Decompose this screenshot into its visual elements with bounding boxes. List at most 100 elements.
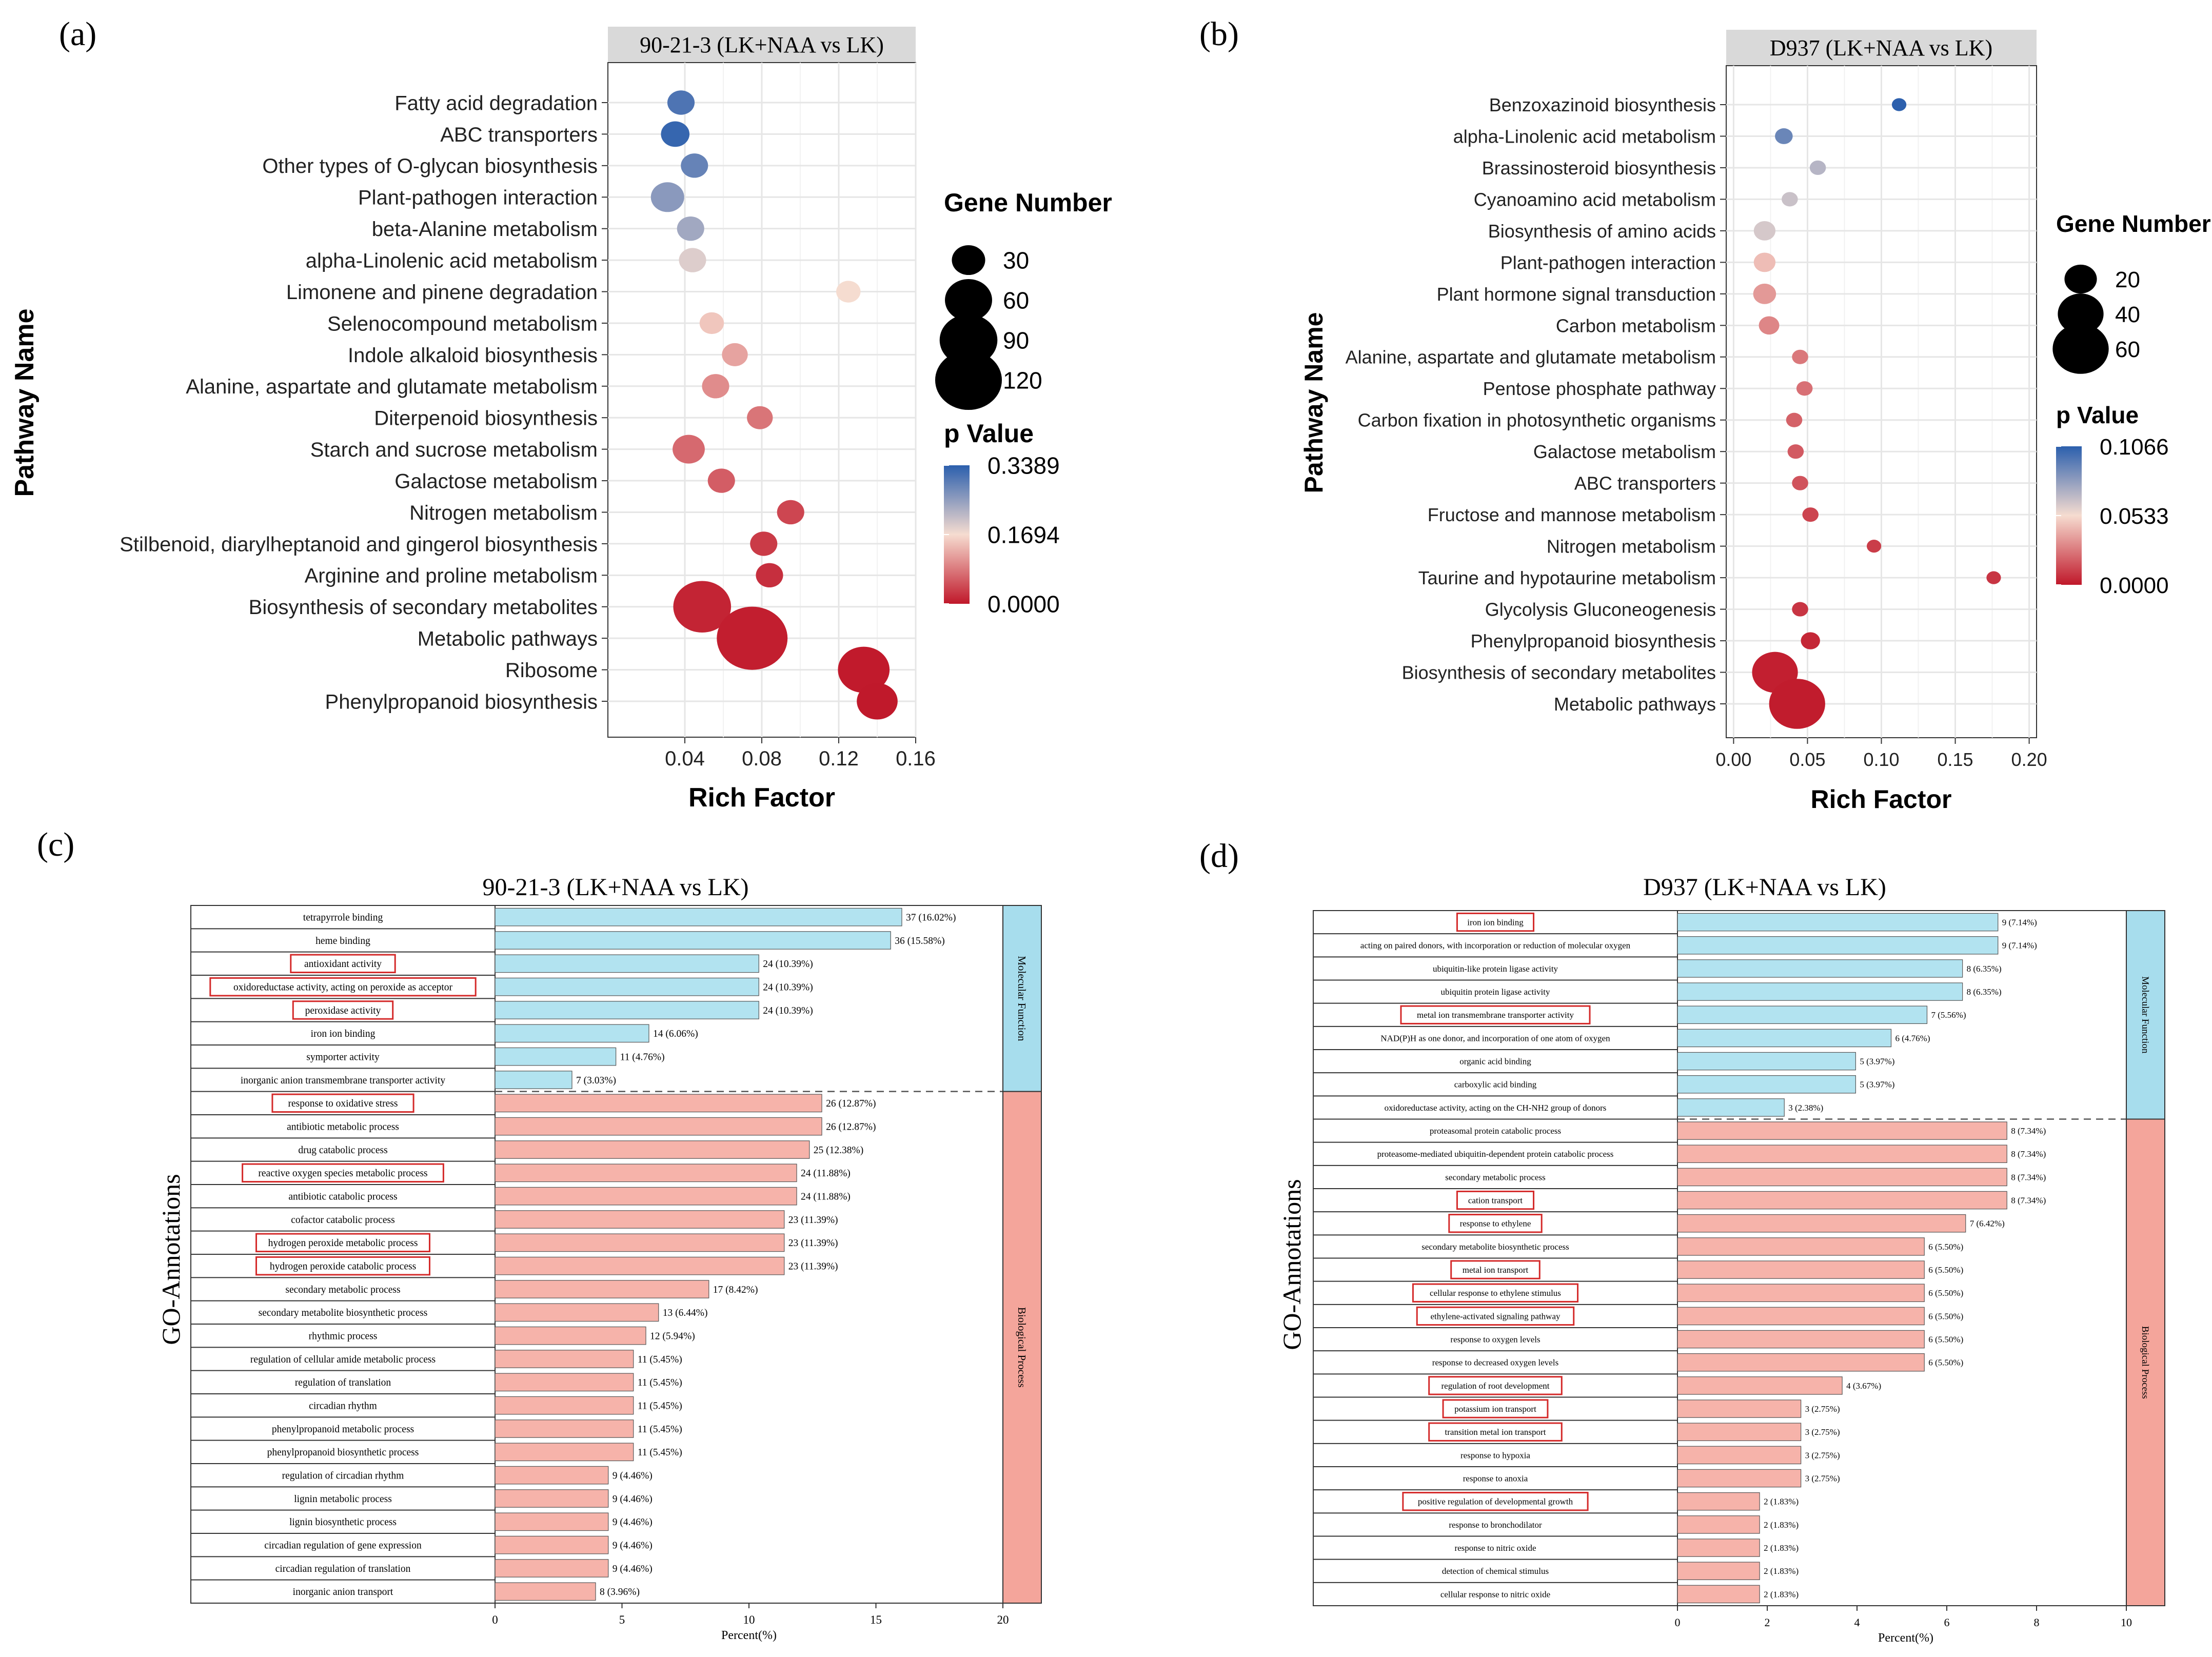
size-legend-label: 20 (2115, 267, 2140, 292)
go-term-highlight (1400, 1005, 1591, 1024)
go-term-label: phenylpropanoid metabolic process (272, 1424, 414, 1435)
go-term-highlight (1428, 1376, 1563, 1395)
go-term-label: phenylpropanoid biosynthetic process (267, 1447, 419, 1458)
pathway-label: Biosynthesis of amino acids (1488, 221, 1716, 242)
go-bar (495, 1024, 649, 1043)
go-bar-value-label: 11 (5.45%) (638, 1424, 682, 1435)
go-bar (1677, 1585, 1760, 1604)
go-bar (1677, 913, 1999, 932)
enrichment-point (756, 563, 783, 588)
go-group-label: Molecular Function (2140, 976, 2150, 1054)
pathway-label: Biosynthesis of secondary metabolites (249, 596, 598, 619)
go-x-tick-label: 20 (997, 1613, 1009, 1626)
go-bar-value-label: 23 (11.39%) (788, 1238, 838, 1249)
go-bar (495, 1001, 759, 1019)
go-x-tick-label: 4 (1854, 1616, 1860, 1629)
go-term-label: iron ion binding (1467, 918, 1524, 928)
go-bar (495, 1535, 609, 1554)
pathway-label: Plant-pathogen interaction (358, 187, 598, 209)
go-term-label: potassium ion transport (1454, 1404, 1536, 1414)
go-x-tick-label: 5 (619, 1613, 625, 1626)
x-tick-label: 0.00 (1715, 749, 1751, 770)
go-bar (1677, 1376, 1843, 1395)
size-legend-dot (2064, 264, 2097, 294)
go-bar-value-label: 2 (1.83%) (1764, 1520, 1799, 1530)
panel-a-title: 90-21-3 (LK+NAA vs LK) (640, 32, 884, 57)
go-bar-value-label: 8 (6.35%) (1967, 987, 2002, 997)
size-legend-dot (945, 279, 992, 322)
pathway-label: Alanine, aspartate and glutamate metabol… (186, 376, 598, 398)
go-bar (495, 1233, 785, 1252)
go-term-highlight (271, 1093, 414, 1113)
go-term-label: antibiotic metabolic process (287, 1121, 399, 1132)
go-bar-value-label: 24 (10.39%) (763, 982, 813, 993)
go-term-label: organic acid binding (1459, 1057, 1531, 1067)
go-bar (1677, 1075, 1856, 1094)
go-bar-value-label: 24 (10.39%) (763, 959, 813, 970)
go-term-label: cellular response to nitric oxide (1440, 1589, 1550, 1599)
go-bar-value-label: 3 (2.75%) (1805, 1404, 1840, 1414)
go-group-label: Biological Process (1016, 1307, 1028, 1388)
pathway-label: Taurine and hypotaurine metabolism (1418, 567, 1716, 588)
go-bar (495, 1396, 634, 1415)
go-bar-value-label: 6 (5.50%) (1928, 1358, 1963, 1368)
go-bar-value-label: 6 (5.50%) (1928, 1242, 1963, 1252)
go-bar-value-label: 8 (7.34%) (2011, 1172, 2046, 1182)
x-tick-label: 0.05 (1789, 749, 1825, 770)
go-group-strip (2126, 1118, 2165, 1606)
size-legend-dot (952, 245, 985, 275)
go-bar (1677, 1121, 2007, 1140)
go-bar (495, 1280, 709, 1298)
go-bar (1677, 1005, 1928, 1024)
go-bar-value-label: 24 (11.88%) (801, 1191, 851, 1202)
size-legend-dot (2052, 324, 2109, 374)
go-bar (1677, 1145, 2007, 1163)
go-bar-value-label: 11 (5.45%) (638, 1447, 682, 1458)
go-term-label: oxidoreductase activity, acting on the C… (1385, 1103, 1607, 1113)
go-bar (1677, 1423, 1802, 1442)
go-term-highlight (1428, 1422, 1563, 1442)
go-term-label: acting on paired donors, with incorporat… (1360, 941, 1631, 951)
go-term-label: detection of chemical stimulus (1442, 1566, 1549, 1576)
enrichment-point (717, 606, 788, 670)
pathway-label: Galactose metabolism (394, 470, 598, 492)
go-bar-value-label: 37 (16.02%) (906, 912, 956, 923)
enrichment-point (1796, 381, 1813, 396)
x-tick-label: 0.16 (896, 747, 936, 770)
pathway-label: Stilbenoid, diarylheptanoid and gingerol… (120, 533, 598, 556)
pathway-label: Phenylpropanoid biosynthesis (325, 691, 598, 713)
go-bar-value-label: 8 (7.34%) (2011, 1196, 2046, 1206)
go-bar-value-label: 6 (4.76%) (1895, 1033, 1930, 1043)
pathway-label: Alanine, aspartate and glutamate metabol… (1346, 347, 1716, 368)
panel-b-letter: (b) (1199, 15, 1239, 53)
size-legend-dot (939, 314, 998, 366)
go-bar (495, 1117, 822, 1136)
go-term-label: response to hypoxia (1460, 1450, 1530, 1460)
go-bar (1677, 1399, 1802, 1418)
go-bar (1677, 1538, 1760, 1557)
go-bar (1677, 1330, 1925, 1349)
pathway-label: Metabolic pathways (1554, 694, 1716, 715)
go-bar (1677, 1168, 2007, 1187)
go-bar (495, 908, 902, 926)
panel-b-strip (1726, 30, 2037, 66)
go-term-label: reactive oxygen species metabolic proces… (258, 1168, 427, 1179)
go-bar (495, 1140, 810, 1159)
go-term-label: response to decreased oxygen levels (1432, 1358, 1558, 1368)
x-tick-label: 0.04 (665, 747, 705, 770)
panel-d-y-axis-label: GO-Annotations (1277, 1179, 1306, 1350)
go-term-highlight (255, 1256, 430, 1276)
go-bar-value-label: 3 (2.38%) (1788, 1103, 1823, 1113)
panel-c-letter: (c) (37, 826, 74, 863)
go-term-label: hydrogen peroxide catabolic process (270, 1261, 416, 1272)
size-legend-title: Gene Number (944, 188, 1112, 217)
go-bar (1677, 1492, 1760, 1511)
panel-b-enrichment-plot: (b) D937 (LK+NAA vs LK) Benzoxazinoid bi… (1199, 15, 2211, 814)
enrichment-point (679, 248, 706, 272)
pathway-label: Plant-pathogen interaction (1500, 252, 1716, 273)
go-term-label: drug catabolic process (298, 1145, 387, 1156)
enrichment-point (677, 216, 704, 241)
panel-b-x-axis-label: Rich Factor (1810, 785, 1951, 814)
go-bar (495, 1071, 572, 1089)
